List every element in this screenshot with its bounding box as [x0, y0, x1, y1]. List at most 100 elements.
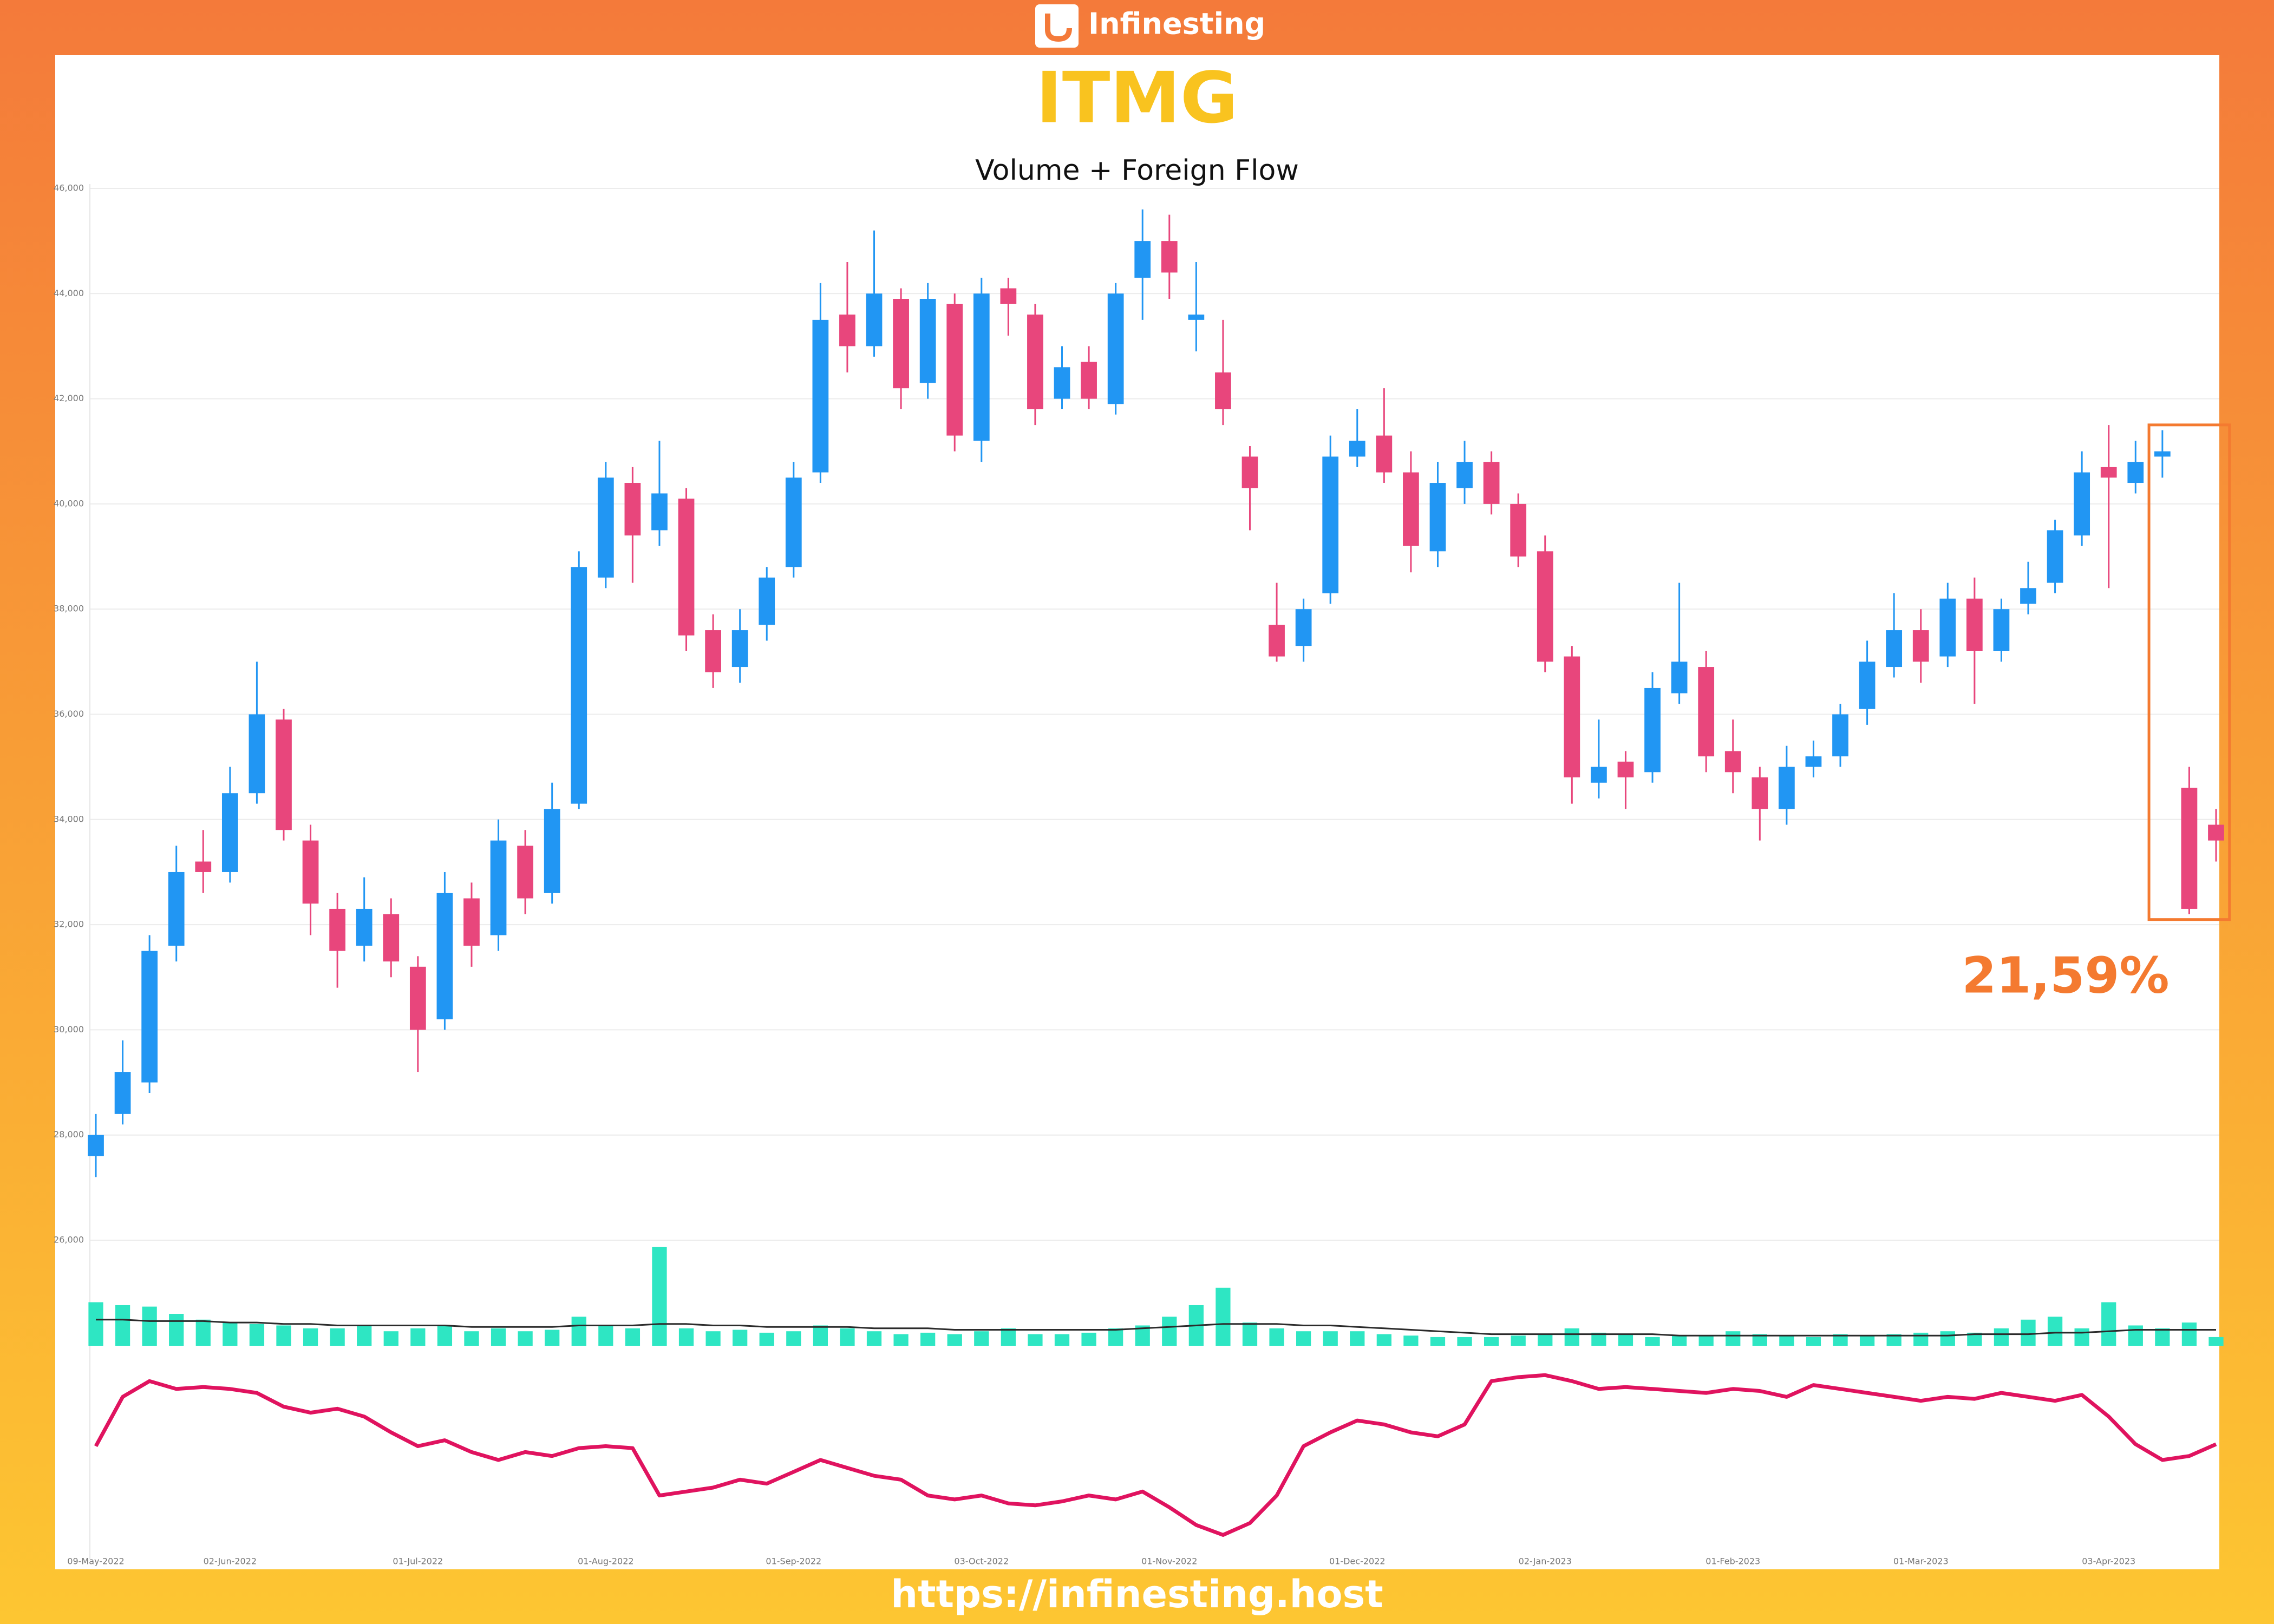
candle-body — [678, 499, 695, 636]
candle-body — [1000, 288, 1017, 304]
x-tick-label: 01-Mar-2023 — [1893, 1556, 1949, 1567]
candle-body — [759, 577, 775, 625]
candle-body — [1886, 630, 1903, 667]
volume-bar — [1001, 1328, 1016, 1346]
volume-bar — [1242, 1322, 1258, 1346]
candle-body — [1054, 367, 1070, 399]
highlight-box — [2147, 423, 2231, 921]
volume-bar — [1216, 1287, 1231, 1346]
candle-body — [195, 861, 212, 872]
candle-body — [1537, 551, 1553, 662]
candle-body — [2074, 472, 2090, 536]
y-tick-label: 40,000 — [54, 498, 84, 508]
volume-bar — [1430, 1337, 1446, 1346]
volume-bar — [1511, 1335, 1526, 1346]
candle-body — [544, 809, 560, 893]
volume-bar — [598, 1325, 613, 1346]
volume-bar — [2047, 1317, 2063, 1346]
candle-body — [141, 951, 158, 1083]
candle-body — [1644, 687, 1661, 772]
y-tick-label: 46,000 — [54, 183, 84, 193]
candle-body — [839, 315, 855, 346]
x-tick-label: 01-Jul-2022 — [393, 1556, 443, 1567]
candle-body — [1081, 362, 1097, 399]
volume-bar — [1162, 1317, 1177, 1346]
candle-body — [1188, 315, 1205, 320]
volume-bar — [545, 1330, 560, 1346]
volume-bar — [625, 1328, 641, 1346]
y-tick-label: 42,000 — [54, 393, 84, 403]
volume-bar — [1806, 1337, 1821, 1346]
candle-body — [276, 719, 292, 830]
candle-body — [409, 966, 426, 1030]
candle-body — [302, 840, 319, 904]
volume-bar — [410, 1328, 426, 1346]
candle-body — [893, 299, 909, 389]
volume-bar — [276, 1325, 291, 1346]
volume-bar — [1698, 1335, 1714, 1346]
volume-bar — [1645, 1337, 1660, 1346]
y-tick-label: 26,000 — [54, 1235, 84, 1245]
volume-bar — [1108, 1328, 1123, 1346]
candle-body — [1215, 372, 1231, 410]
volume-bar — [1994, 1328, 2009, 1346]
candle-body — [329, 908, 345, 951]
volume-bar — [866, 1331, 882, 1346]
candle-body — [973, 293, 990, 441]
volume-bar — [383, 1331, 398, 1346]
volume-bar — [893, 1334, 909, 1346]
volume-bar — [223, 1322, 238, 1346]
candle-body — [597, 477, 614, 578]
volume-bar — [357, 1325, 372, 1346]
candle-body — [1376, 435, 1393, 473]
y-tick-label: 38,000 — [54, 604, 84, 614]
candle-body — [731, 630, 748, 667]
volume-bar — [2074, 1328, 2089, 1346]
candle-body — [114, 1072, 131, 1114]
volume-bar — [1054, 1334, 1070, 1346]
y-tick-label: 34,000 — [54, 814, 84, 824]
chart-title: ITMG — [1036, 57, 1238, 139]
volume-bar — [1618, 1334, 1633, 1346]
candle-body — [2127, 462, 2144, 483]
volume-bar — [920, 1332, 936, 1346]
candle-body — [1134, 241, 1151, 278]
brand-name: Infinesting — [1088, 7, 1265, 41]
volume-bar — [142, 1306, 157, 1346]
volume-bar — [1403, 1335, 1419, 1346]
foreign-flow-line — [94, 1373, 2217, 1537]
x-tick-label: 01-Nov-2022 — [1141, 1556, 1197, 1567]
volume-bar — [947, 1334, 962, 1346]
volume-bar — [1323, 1331, 1338, 1346]
volume-bar — [1886, 1334, 1901, 1346]
volume-bar — [2155, 1328, 2170, 1346]
candle-body — [1859, 662, 1876, 709]
candle-body — [1510, 503, 1527, 557]
candle-body — [919, 299, 936, 383]
volume-bar — [2101, 1302, 2116, 1346]
volume-bar — [88, 1302, 103, 1346]
volume-bar — [1538, 1334, 1553, 1346]
candle-body — [651, 493, 668, 531]
candle-body — [1832, 714, 1848, 757]
candle-body — [221, 793, 238, 872]
volume-bar — [249, 1324, 265, 1346]
candle-body — [1483, 462, 1500, 504]
volume-bar — [571, 1317, 586, 1346]
x-tick-label: 03-Oct-2022 — [954, 1556, 1009, 1567]
volume-bar — [2208, 1337, 2224, 1346]
candle-body — [383, 914, 400, 962]
candle-body — [1295, 609, 1312, 646]
candle-body — [571, 567, 587, 804]
volume-bar — [1028, 1334, 1043, 1346]
candle-body — [1349, 441, 1365, 457]
volume-bar — [1779, 1335, 1794, 1346]
candle-body — [463, 898, 480, 946]
candle-body — [1027, 315, 1043, 410]
candle-body — [1107, 293, 1124, 404]
x-tick-label: 03-Apr-2023 — [2082, 1556, 2135, 1567]
volume-bar — [1752, 1334, 1767, 1346]
volume-bar — [491, 1328, 506, 1346]
volume-bar — [1269, 1328, 1284, 1346]
